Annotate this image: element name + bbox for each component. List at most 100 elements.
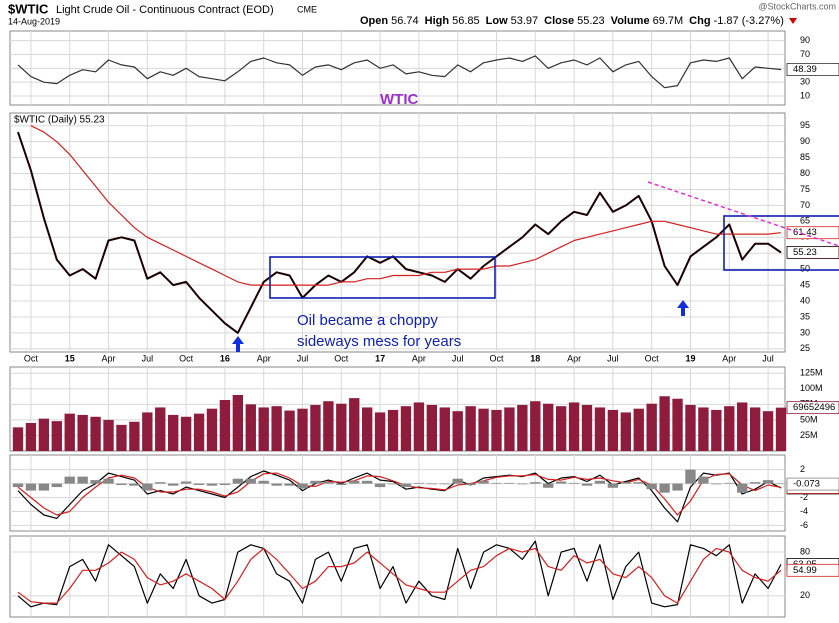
bar (698, 476, 709, 484)
bar (51, 483, 62, 488)
y-tick-label: 95 (800, 120, 810, 130)
bar (245, 404, 256, 451)
bar (142, 412, 153, 451)
bar (607, 409, 619, 451)
y-tick-label: 125M (800, 368, 823, 378)
bar (116, 424, 127, 451)
bar (659, 483, 670, 493)
arrow (232, 336, 244, 352)
bar (400, 406, 412, 451)
y-tick-label: 80 (800, 168, 810, 178)
y-tick-label: 50 (800, 264, 810, 274)
y-tick-label: 25 (800, 343, 810, 353)
y-tick-label: 25M (800, 430, 818, 440)
bar (491, 482, 502, 484)
bar (323, 401, 334, 451)
bar (25, 423, 37, 451)
bar (310, 404, 321, 451)
bar (142, 483, 153, 491)
bar (38, 418, 50, 451)
bar (90, 416, 101, 451)
bar (116, 483, 127, 485)
bar (38, 483, 50, 491)
bar (555, 406, 567, 451)
bar (51, 421, 62, 451)
x-tick-label: Jul (452, 353, 464, 363)
x-tick-label: Apr (102, 353, 116, 363)
bar (775, 483, 787, 485)
y-tick-label: 90 (800, 35, 810, 45)
exchange: CME (297, 4, 317, 14)
bar (594, 480, 606, 484)
y-tick-label: 90 (800, 136, 810, 146)
bar (168, 414, 179, 451)
y-tick-label: 75 (800, 184, 810, 194)
last-value-box (786, 563, 839, 577)
bar (685, 404, 696, 451)
x-tick-label: Jul (762, 353, 774, 363)
bar (581, 483, 593, 486)
bar (232, 478, 244, 484)
bar (517, 404, 528, 451)
last-value-box (786, 226, 839, 240)
bar (387, 409, 399, 451)
bar (775, 407, 787, 451)
y-tick-label: 35 (800, 311, 810, 321)
bar (271, 483, 282, 486)
bar (361, 480, 373, 484)
last-value-box (786, 63, 839, 76)
bar (672, 483, 683, 491)
last-value-label: -0.073 (793, 479, 820, 490)
range-box (723, 215, 839, 271)
annotation: sideways mess for years (297, 333, 461, 350)
bar (413, 402, 425, 451)
bar (633, 482, 644, 484)
bar (452, 478, 463, 484)
y-tick-label: 20 (800, 590, 810, 600)
bar (284, 483, 295, 486)
bar (323, 482, 334, 484)
instrument-name: Light Crude Oil - Continuous Contract (E… (56, 4, 274, 16)
bar (103, 419, 114, 451)
annotation: WTIC (380, 91, 418, 108)
x-tick-label: Jul (142, 353, 154, 363)
bar (336, 403, 347, 451)
x-tick-label: 18 (530, 353, 540, 363)
x-tick-label: Oct (179, 353, 194, 363)
bar (581, 404, 593, 451)
bar (387, 483, 399, 485)
stat-value: -1.87 (-3.27%) (714, 15, 784, 27)
bar (349, 398, 360, 451)
bar (646, 403, 657, 451)
bar (543, 403, 554, 451)
bar (271, 406, 282, 451)
bar (310, 480, 321, 484)
bar (103, 478, 114, 484)
bar (659, 396, 670, 451)
y-tick-label: 100M (800, 383, 823, 393)
bar (374, 483, 386, 488)
bar (374, 412, 386, 451)
y-tick-label: 85 (800, 152, 810, 162)
bar (698, 407, 709, 451)
bar (245, 478, 256, 484)
y-tick-label: 2 (800, 464, 805, 474)
bar (646, 483, 657, 490)
y-tick-label: -2 (800, 492, 808, 502)
y-tick-label: 45 (800, 279, 810, 289)
y-tick-label: 30 (800, 77, 810, 87)
last-value-label: 55.23 (793, 247, 817, 258)
down-arrow (789, 18, 797, 24)
bar (77, 476, 88, 484)
bar (749, 407, 761, 451)
bar (737, 402, 748, 451)
bar (439, 483, 450, 485)
bar (530, 482, 541, 484)
stat-value: 53.97 (511, 15, 539, 27)
bar (180, 481, 192, 484)
bar (129, 483, 140, 486)
bar (620, 482, 631, 484)
stat-label: High (425, 15, 450, 27)
bar (219, 483, 231, 485)
